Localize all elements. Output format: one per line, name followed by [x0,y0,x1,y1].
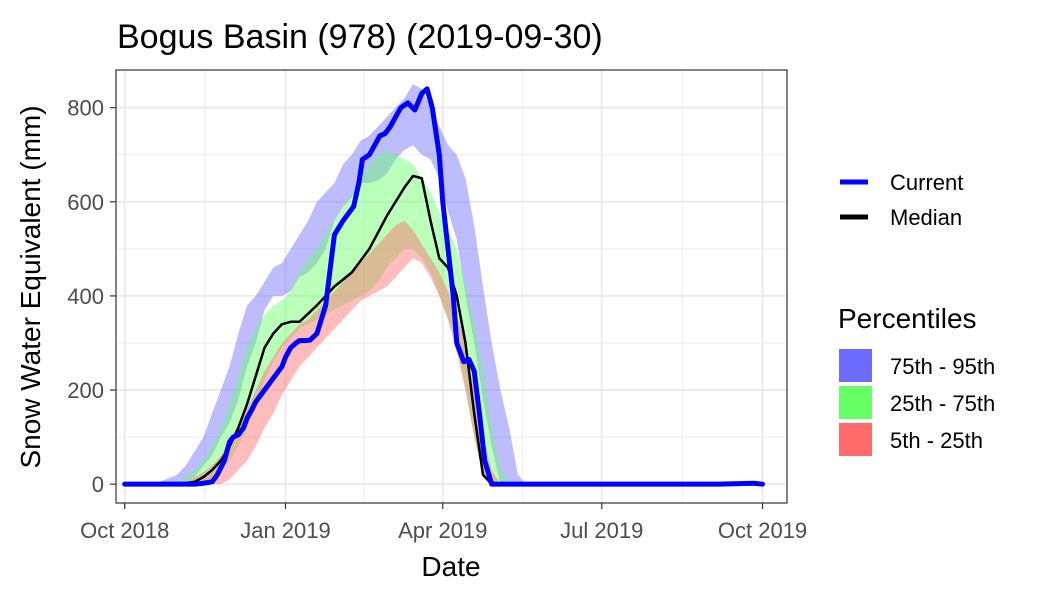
legend-band-label: 25th - 75th [890,391,995,416]
y-tick-label: 0 [92,472,104,497]
y-tick-label: 800 [67,96,104,121]
x-axis-ticks: Oct 2018 Jan 2019 Apr 2019 Jul 2019 Oct 2019 [80,503,807,543]
series-lines [122,86,766,487]
percentile-legend-title: Percentiles [838,303,977,334]
y-tick-label: 600 [67,190,104,215]
band-75th-95th [124,84,545,485]
band-5th-25th [124,220,545,485]
x-tick-label: Jul 2019 [560,518,643,543]
plot-area [115,69,788,504]
legend-swatch [839,349,872,382]
plot-border [115,69,788,504]
y-tick-label: 200 [67,378,104,403]
y-axis-label: Snow Water Equivalent (mm) [15,105,46,468]
legend-band-label: 75th - 95th [890,354,995,379]
legend-swatch [839,386,872,419]
x-tick-label: Apr 2019 [398,518,487,543]
series-line-current [122,86,766,487]
x-axis-label: Date [421,551,480,582]
legend-label-median: Median [890,205,962,230]
y-axis-ticks: 0 200 400 600 800 [67,96,116,497]
legend-swatch [839,423,872,456]
x-tick-label: Jan 2019 [240,518,331,543]
percentile-legend: 75th - 95th 25th - 75th 5th - 25th [839,349,995,456]
percentile-bands [124,84,545,485]
line-legend: Current Median [840,170,963,230]
chart-title: Bogus Basin (978) (2019-09-30) [117,18,603,56]
x-tick-label: Oct 2018 [80,518,169,543]
legend-label-current: Current [890,170,963,195]
x-tick-label: Oct 2019 [718,518,807,543]
y-tick-label: 400 [67,284,104,309]
legend-band-label: 5th - 25th [890,428,983,453]
band-25th-75th [124,150,545,485]
